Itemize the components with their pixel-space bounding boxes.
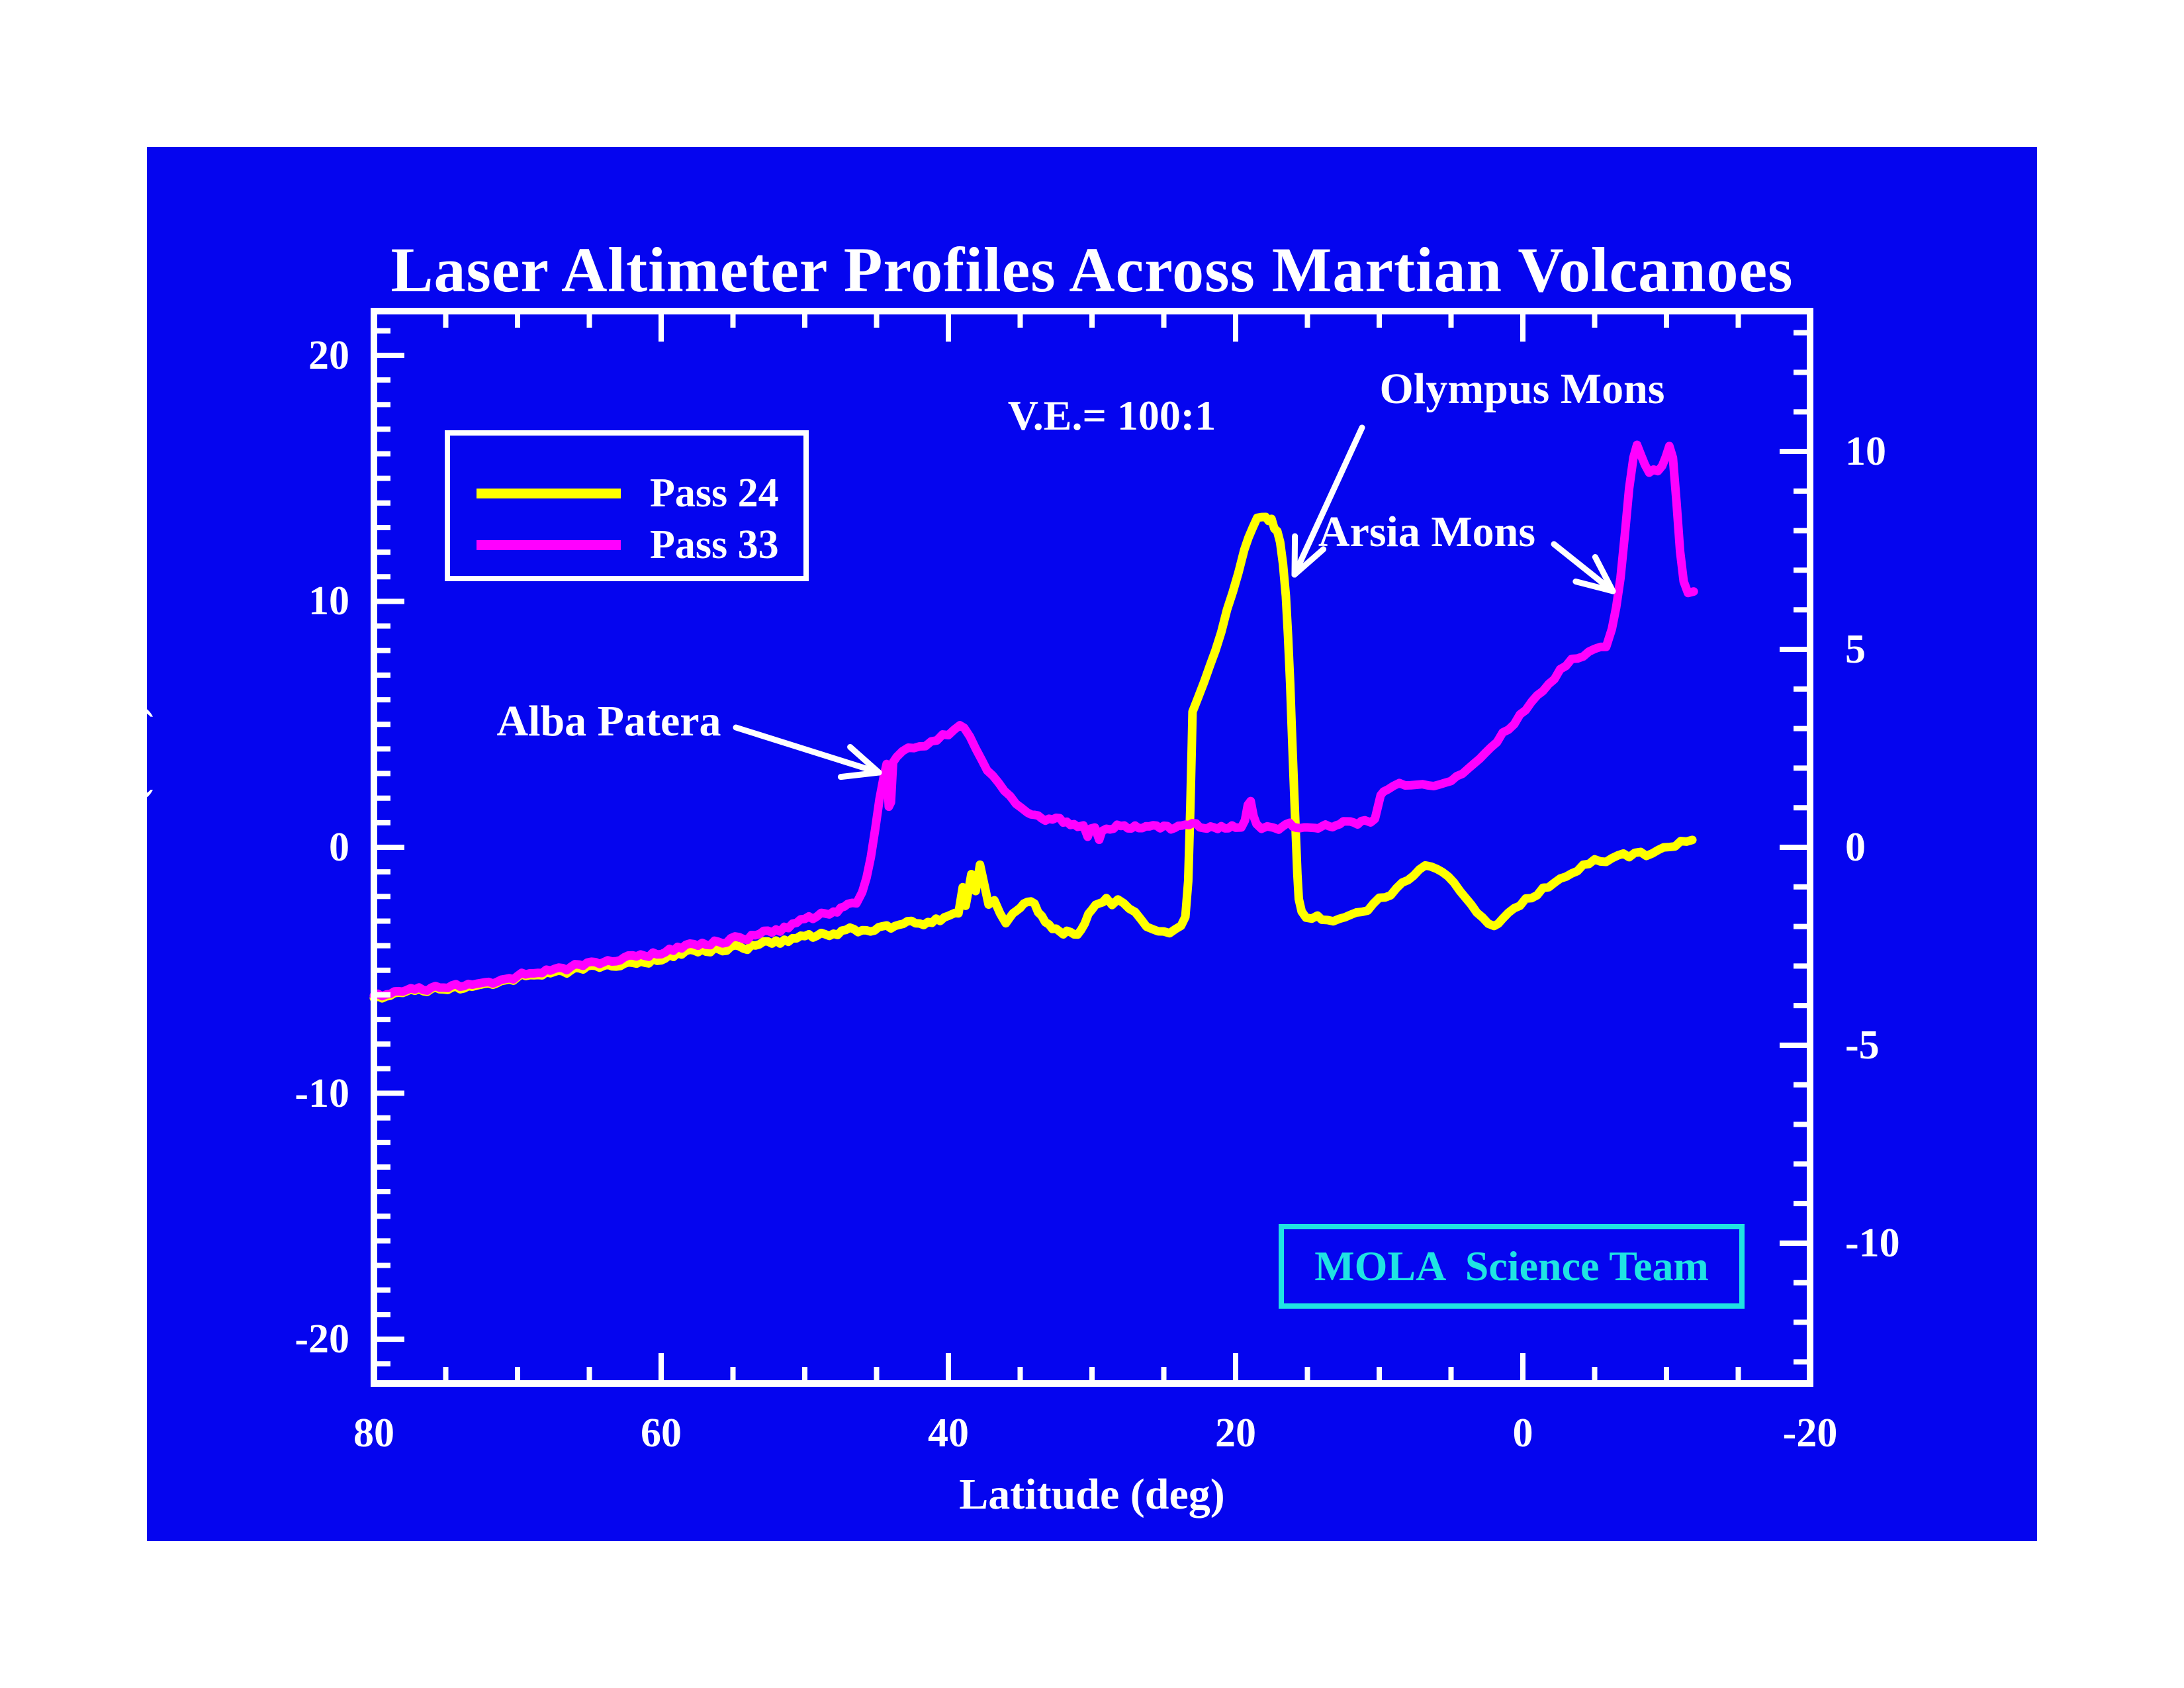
y-right-tick-label--5: -5: [1845, 1022, 1880, 1068]
annotation-arrow-0: [1291, 424, 1365, 578]
series-line-pass-33: [369, 440, 1698, 1001]
legend-label-pass33: Pass 33: [650, 522, 779, 567]
y-left-tick-label-20: 20: [308, 332, 349, 378]
y-right-tick-label-10: 10: [1845, 429, 1886, 475]
credit-box: MOLA Science Team: [1279, 1224, 1745, 1309]
credit-text: MOLA Science Team: [1314, 1243, 1709, 1289]
x-tick-label-80: 80: [353, 1411, 394, 1456]
legend: Pass 24 Pass 33: [445, 430, 809, 581]
y-axis-right-title: Elevation (Miles): [2038, 687, 2086, 1008]
pass24-line-swatch: [477, 489, 621, 498]
legend-item-pass33: Pass 33: [477, 522, 779, 569]
plot-background: [147, 147, 2037, 1541]
series-line-pass-24: [369, 512, 1697, 1003]
x-tick-label-40: 40: [928, 1411, 969, 1456]
y-right-tick-label--10: -10: [1845, 1220, 1900, 1266]
x-tick-label--20: -20: [1782, 1411, 1838, 1456]
y-right-tick-label-5: 5: [1845, 627, 1866, 673]
vertical-exaggeration-label: V.E.= 100:1: [1007, 392, 1216, 439]
x-tick-label-60: 60: [641, 1411, 682, 1456]
pass33-line-swatch: [477, 540, 621, 550]
annotation-arrow-1: [1551, 541, 1616, 594]
annotation-arrow-2: [733, 724, 882, 780]
y-axis-left-title: Elevation (Km): [105, 703, 154, 992]
chart-title: Laser Altimeter Profiles Across Martian …: [390, 234, 1794, 305]
y-left-tick-label--10: -10: [295, 1070, 349, 1116]
x-tick-label-20: 20: [1215, 1411, 1256, 1456]
legend-label-pass24: Pass 24: [650, 471, 779, 516]
annotation-label-alba-patera: Alba Patera: [496, 697, 721, 745]
y-left-tick-label-0: 0: [329, 825, 349, 870]
annotation-label-olympus-mons: Olympus Mons: [1379, 365, 1665, 413]
legend-item-pass24: Pass 24: [477, 470, 779, 517]
y-left-tick-label-10: 10: [308, 579, 349, 624]
y-left-tick-label--20: -20: [295, 1317, 349, 1362]
annotation-label-arsia-mons: Arsia Mons: [1318, 508, 1536, 556]
x-axis-title: Latitude (deg): [959, 1470, 1225, 1519]
y-right-tick-label-0: 0: [1845, 825, 1866, 870]
x-tick-label-0: 0: [1512, 1411, 1533, 1456]
